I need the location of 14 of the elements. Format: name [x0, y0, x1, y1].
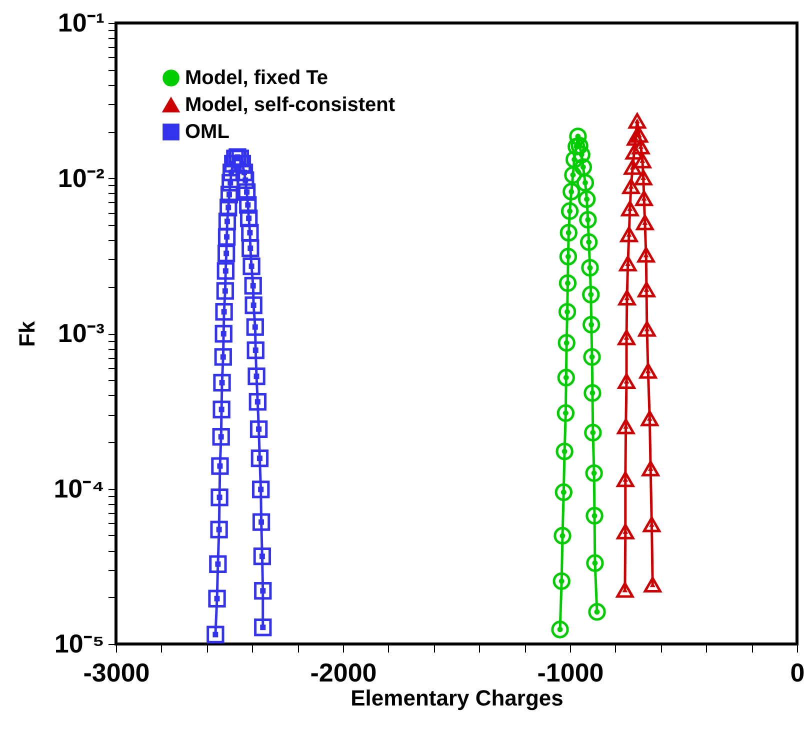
x-tick-label: -3000: [83, 658, 150, 688]
x-tick-label: 0: [790, 658, 805, 688]
legend-label: OML: [185, 121, 230, 143]
y-tick-label: 10⁻²: [58, 162, 105, 193]
y-tick-label: 10⁻¹: [58, 8, 104, 38]
legend-label: Model, fixed Te: [185, 67, 328, 89]
y-tick-label: 10⁻⁴: [54, 473, 104, 504]
x-tick-label: -2000: [310, 658, 377, 688]
x-axis-title: Elementary Charges: [350, 686, 564, 710]
y-tick-label: 10⁻⁵: [54, 628, 104, 658]
x-tick-label: -1000: [537, 658, 604, 688]
legend-label: Model, self-consistent: [185, 94, 396, 116]
y-tick-label: 10⁻³: [58, 318, 105, 348]
y-axis-title: Fk: [14, 320, 40, 347]
